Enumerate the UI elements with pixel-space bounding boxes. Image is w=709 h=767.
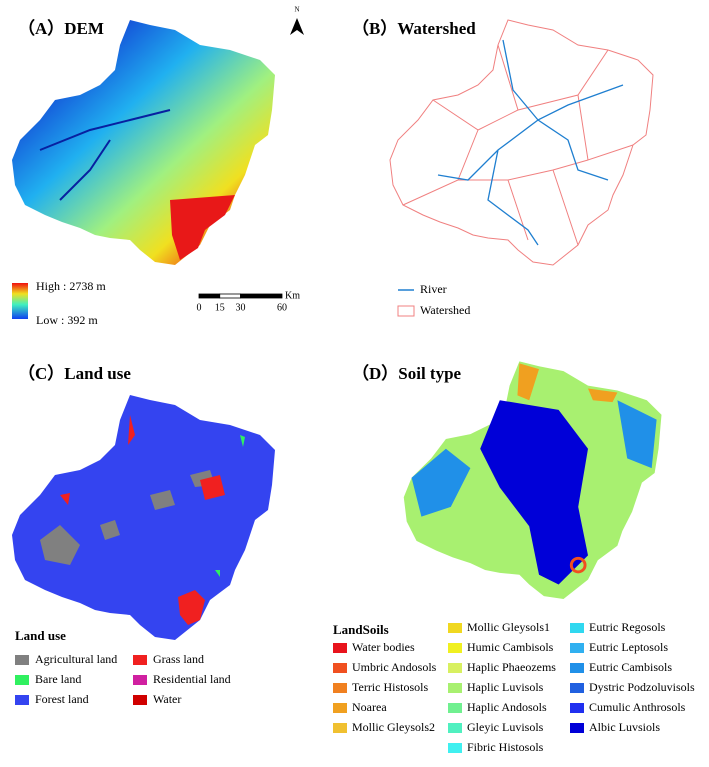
- legend-label: River: [420, 282, 447, 296]
- legend-label: Forest land: [35, 692, 89, 706]
- scale-segment: [240, 293, 283, 299]
- legend-swatch: [448, 663, 462, 673]
- dem-high-area: [170, 195, 235, 260]
- scale-label: 30: [236, 302, 246, 313]
- legend-swatch: [333, 723, 347, 733]
- legend-swatch: [570, 643, 584, 653]
- legend-swatch: [448, 643, 462, 653]
- legend-label: Mollic Gleysols1: [467, 620, 550, 634]
- legend-swatch: [448, 703, 462, 713]
- panel-title: （C）Land use: [18, 363, 131, 383]
- scale-label: 15: [215, 302, 225, 313]
- scale-label: 60: [277, 302, 287, 313]
- panel-title: （A）DEM: [18, 18, 104, 38]
- watershed-map: [389, 19, 654, 266]
- legend-label: Bare land: [35, 672, 81, 686]
- color-ramp: [12, 283, 28, 319]
- noarea-patches: [517, 363, 618, 403]
- soil-map: [403, 361, 662, 600]
- legend-label: Haplic Phaeozems: [467, 660, 556, 674]
- legend-label: Albic Luvsiols: [589, 720, 660, 734]
- agricultural-patches: [40, 470, 215, 565]
- legend-label: Water: [153, 692, 181, 706]
- legend-box: [397, 305, 415, 317]
- legend-label: Grass land: [153, 652, 204, 666]
- legend-label: Water bodies: [352, 640, 415, 654]
- scale-label: 0: [197, 302, 202, 313]
- legend-label: Eutric Cambisols: [589, 660, 672, 674]
- legend-swatch: [570, 623, 584, 633]
- legend-swatch: [570, 683, 584, 693]
- forest-area: [12, 395, 275, 640]
- legend-label: Eutric Regosols: [589, 620, 666, 634]
- legend-label: Humic Cambisols: [467, 640, 554, 654]
- legend-title: Land use: [15, 628, 66, 643]
- scale-unit: Km: [285, 290, 300, 301]
- legend-swatch: [333, 703, 347, 713]
- legend-swatch: [133, 675, 147, 685]
- legend-swatch: [448, 743, 462, 753]
- legend-label: Dystric Podzoluvisols: [589, 680, 695, 694]
- legend: Agricultural land Bare land Forest land Gra…: [15, 652, 231, 706]
- legend-label: Residential land: [153, 672, 231, 686]
- landuse-map: [12, 395, 275, 640]
- legend-swatch: [448, 723, 462, 733]
- legend-low: Low : 392 m: [36, 313, 98, 327]
- legend-swatch: [570, 703, 584, 713]
- legend-label: Umbric Andosols: [352, 660, 437, 674]
- legend-label: Terric Histosols: [352, 680, 428, 694]
- legend-swatch: [15, 655, 29, 665]
- dem-map: [12, 20, 275, 265]
- scale-segment: [198, 293, 221, 299]
- scale-segment: [219, 293, 241, 299]
- north-label: N: [294, 6, 299, 14]
- legend-title: LandSoils: [333, 622, 389, 637]
- river-network: [437, 39, 624, 246]
- legend: Water bodies Umbric Andosols Terric Histos…: [333, 620, 695, 754]
- legend-swatch: [333, 643, 347, 653]
- legend-swatch: [570, 663, 584, 673]
- legend-swatch: [448, 623, 462, 633]
- legend-swatch: [570, 723, 584, 733]
- andosols-patch: [569, 556, 587, 574]
- legend-label: Cumulic Anthrosols: [589, 700, 686, 714]
- legend-label: Gleyic Luvisols: [467, 720, 544, 734]
- legend-label: Haplic Luvisols: [467, 680, 544, 694]
- cambisols-area: [411, 400, 657, 517]
- panel-title: （D）Soil type: [352, 363, 462, 383]
- subbasin-lines: [402, 44, 634, 246]
- north-arrow: [290, 18, 304, 35]
- legend-high: High : 2738 m: [36, 279, 106, 293]
- legend-label: Mollic Gleysols2: [352, 720, 435, 734]
- legend: River Watershed: [397, 282, 470, 317]
- legend-swatch: [133, 695, 147, 705]
- legend-label: Watershed: [420, 303, 470, 317]
- legend-swatch: [133, 655, 147, 665]
- legend-swatch: [333, 663, 347, 673]
- legend-swatch: [333, 683, 347, 693]
- legend-label: Eutric Leptosols: [589, 640, 668, 654]
- legend-label: Agricultural land: [35, 652, 117, 666]
- legend-swatch: [448, 683, 462, 693]
- legend-label: Fibric Histosols: [467, 740, 544, 754]
- panel-title: （B）Watershed: [352, 18, 476, 38]
- legend-swatch: [15, 695, 29, 705]
- legend-label: Haplic Andosols: [467, 700, 547, 714]
- dem-valley: [39, 109, 171, 201]
- watershed-outline: [389, 19, 654, 266]
- legend-label: Noarea: [352, 700, 387, 714]
- albic-area: [480, 400, 588, 585]
- legend-swatch: [15, 675, 29, 685]
